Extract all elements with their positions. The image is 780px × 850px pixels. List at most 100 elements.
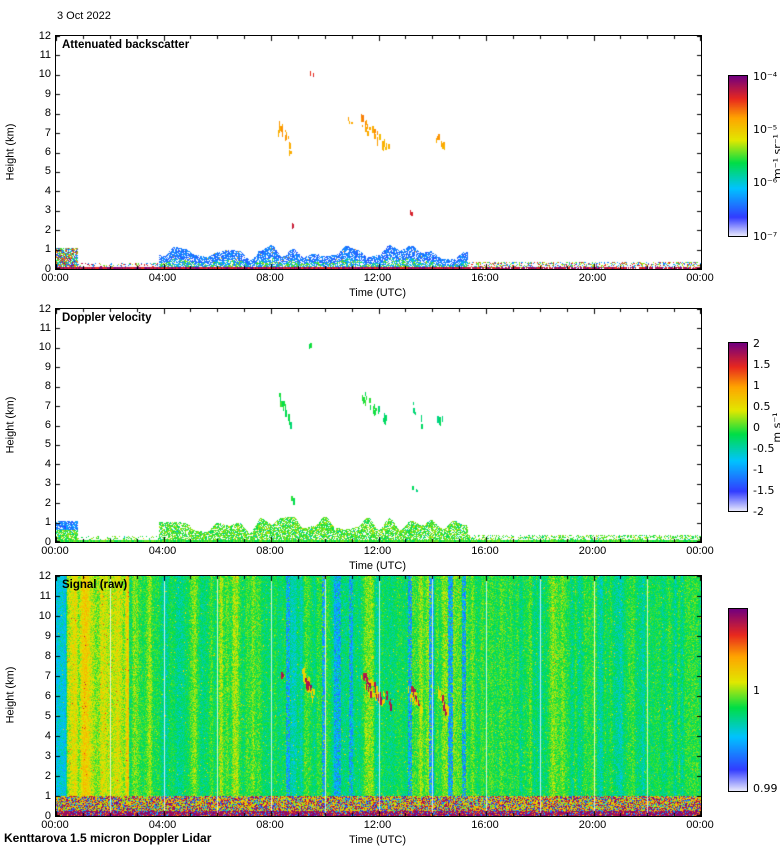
colorbar-tick-label: 1.5: [753, 357, 771, 371]
x-axis-label: Time (UTC): [348, 560, 407, 572]
colorbar-unit-text: m s⁻¹: [770, 411, 780, 442]
x-tick-label: 00:00: [686, 819, 714, 831]
x-tick-label: 00:00: [41, 272, 69, 284]
y-tick-label: 0: [44, 535, 51, 548]
colorbar-tick-label: -1: [753, 462, 764, 476]
y-tick-label: 11: [39, 321, 51, 334]
backscatter-heatmap-canvas: [55, 35, 702, 270]
date-label: 3 Oct 2022: [57, 10, 111, 22]
x-tick-label: 16:00: [471, 272, 499, 284]
y-tick-label: 4: [44, 729, 51, 742]
y-tick-label: 6: [44, 689, 51, 702]
x-tick-label: 08:00: [256, 545, 284, 557]
x-tick-label: 04:00: [148, 819, 177, 831]
y-axis-label: Height (km): [3, 35, 17, 268]
y-tick-label: 10: [38, 68, 51, 81]
x-tick-label: 20:00: [578, 545, 607, 557]
y-tick-label: 2: [44, 496, 51, 509]
y-tick-label: 2: [44, 769, 51, 782]
y-tick-label: 9: [44, 87, 51, 100]
panel-title-backscatter: Attenuated backscatter: [62, 39, 190, 51]
signal-heatmap-canvas: [55, 575, 702, 817]
y-tick-label: 8: [44, 380, 51, 393]
colorbar-tick-label: 2: [753, 336, 760, 350]
y-tick-label: 3: [44, 204, 51, 217]
colorbar-tick-label: 0.5: [753, 399, 771, 413]
x-axis-label: Time (UTC): [348, 287, 407, 299]
x-tick-label: 16:00: [471, 819, 499, 831]
x-tick-label: 08:00: [256, 272, 284, 284]
y-tick-label: 1: [44, 243, 51, 256]
colorbar-tick-labels: 1 0.99: [753, 608, 780, 795]
y-tick-label: 3: [44, 749, 51, 762]
y-axis-ticks: 0 1 2 3 4 5 6 7 8 9 10 11 12: [29, 570, 51, 822]
panel-title-signal: Signal (raw): [62, 579, 128, 591]
x-tick-label: 20:00: [578, 272, 607, 284]
y-tick-label: 4: [44, 184, 51, 197]
x-tick-label: 16:00: [471, 545, 499, 557]
y-tick-label: 7: [44, 669, 51, 682]
y-tick-label: 11: [39, 589, 51, 602]
x-tick-label: 00:00: [41, 819, 69, 831]
x-tick-label: 08:00: [256, 819, 284, 831]
y-tick-label: 12: [38, 29, 51, 42]
colorbar-tick-labels: 2 1.5 1 0.5 0 -0.5 -1 -1.5 -2: [753, 337, 780, 518]
velocity-heatmap-canvas: [55, 308, 702, 543]
y-tick-label: 10: [38, 609, 51, 622]
colorbar-velocity: 2 1.5 1 0.5 0 -0.5 -1 -1.5 -2 m s⁻¹: [728, 337, 780, 518]
x-tick-label: 00:00: [686, 272, 714, 284]
y-axis-label-text: Height (km): [4, 396, 16, 453]
colorbar-tick-label: 1: [753, 378, 760, 392]
colorbar-unit: m s⁻¹: [770, 342, 780, 512]
x-tick-label: 04:00: [148, 272, 177, 284]
y-tick-label: 8: [44, 107, 51, 120]
y-tick-label: 11: [39, 48, 51, 61]
x-tick-label: 00:00: [686, 545, 714, 557]
x-tick-label: 12:00: [363, 819, 392, 831]
y-axis-label-text: Height (km): [4, 666, 16, 724]
colorbar-gradient: [728, 608, 748, 792]
colorbar-tick-label: -1.5: [753, 483, 775, 497]
panel-doppler-velocity: Doppler velocity 0 1 2 3 4 5 6 7 8 9 10 11 12 Height…: [4, 303, 714, 573]
panel-signal-raw: Signal (raw) 0 1 2 3 4 5 6 7 8 9 10 11 12 Height (km…: [4, 570, 714, 847]
y-axis-label: Height (km): [3, 575, 17, 815]
y-tick-label: 1: [44, 789, 51, 802]
colorbar-tick-label: 0: [753, 420, 760, 434]
y-tick-label: 7: [44, 126, 51, 139]
colorbar-unit-text: m⁻¹ sr⁻¹: [770, 133, 780, 179]
y-tick-label: 6: [44, 146, 51, 158]
x-tick-label: 12:00: [363, 545, 392, 557]
y-axis-label: Height (km): [3, 308, 17, 541]
colorbar-tick-label: 0.99: [753, 781, 778, 795]
y-tick-label: 0: [44, 809, 51, 822]
colorbar-backscatter: 10⁻⁴ 10⁻⁵ 10⁻⁶ 10⁻⁷ m⁻¹ sr⁻¹: [728, 70, 780, 243]
y-tick-label: 9: [44, 360, 51, 373]
x-tick-label: 20:00: [578, 819, 607, 831]
colorbar-signal: 1 0.99: [728, 608, 778, 795]
y-tick-label: 9: [44, 629, 51, 642]
x-axis-ticks: 00:00 04:00 08:00 12:00 16:00 20:00 00:00: [41, 272, 714, 285]
y-tick-label: 8: [44, 649, 51, 662]
y-tick-label: 2: [44, 223, 51, 236]
y-tick-label: 5: [44, 438, 51, 451]
x-tick-label: 04:00: [148, 545, 177, 557]
colorbar-tick-label: 10⁻⁵: [753, 122, 778, 136]
colorbar-tick-label: -0.5: [753, 441, 775, 455]
colorbar-tick-labels: 10⁻⁴ 10⁻⁵ 10⁻⁶ 10⁻⁷: [753, 70, 780, 243]
y-tick-label: 7: [44, 399, 51, 412]
colorbar-tick-label: 10⁻⁴: [753, 69, 778, 83]
y-tick-label: 3: [44, 477, 51, 490]
y-tick-label: 5: [44, 165, 51, 178]
y-tick-label: 6: [44, 419, 51, 431]
y-axis-ticks: 0 1 2 3 4 5 6 7 8 9 10 11 12: [29, 303, 51, 548]
y-tick-label: 4: [44, 457, 51, 470]
y-tick-label: 12: [38, 569, 51, 582]
x-tick-label: 00:00: [41, 545, 69, 557]
y-tick-label: 1: [44, 516, 51, 529]
y-tick-label: 10: [38, 341, 51, 354]
colorbar-tick-label: 1: [753, 684, 760, 698]
y-tick-label: 12: [38, 302, 51, 315]
colorbar-unit: m⁻¹ sr⁻¹: [770, 75, 780, 237]
x-axis-ticks: 00:00 04:00 08:00 12:00 16:00 20:00 00:00: [41, 545, 714, 558]
